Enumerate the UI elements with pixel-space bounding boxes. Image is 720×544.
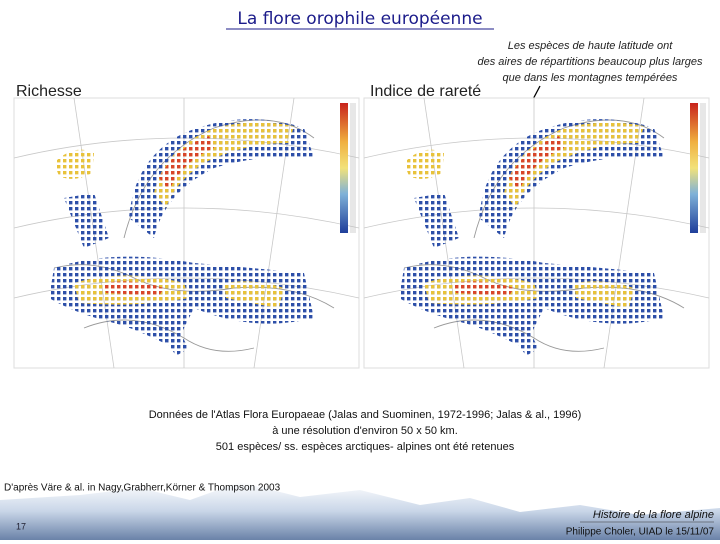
mountain-banner xyxy=(0,482,720,540)
source: D'après Väre & al. in Nagy,Grabherr,Körn… xyxy=(4,483,281,494)
annotation-line: Les espèces de haute latitude ont xyxy=(508,40,673,52)
author: Philippe Choler, UIAD le 15/11/07 xyxy=(566,527,715,538)
caption-line: à une résolution d'environ 50 x 50 km. xyxy=(272,425,458,437)
map-rarete xyxy=(363,97,710,369)
page-number: 17 xyxy=(16,521,26,531)
slide-title: La flore orophile européenne xyxy=(237,9,482,29)
course-title: Histoire de la flore alpine xyxy=(593,509,714,521)
map-label: Richesse xyxy=(16,83,82,100)
annotation-line: des aires de répartitions beaucoup plus … xyxy=(477,56,703,68)
annotation-line: que dans les montagnes tempérées xyxy=(503,72,678,84)
map-label: Indice de rareté xyxy=(370,83,481,100)
caption-line: Données de l'Atlas Flora Europaeae (Jala… xyxy=(149,409,582,421)
map-richesse xyxy=(13,97,360,369)
caption-line: 501 espèces/ ss. espèces arctiques- alpi… xyxy=(216,441,515,453)
